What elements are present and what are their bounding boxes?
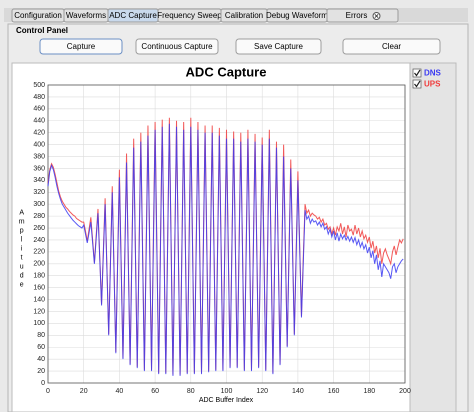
- legend-check[interactable]: [414, 69, 421, 77]
- y-tick-label: 180: [33, 273, 45, 280]
- y-axis-label: Amplitude: [18, 210, 25, 291]
- x-tick-label: 160: [328, 388, 340, 395]
- y-tick-label: 160: [33, 284, 45, 291]
- x-tick-label: 180: [363, 388, 375, 395]
- y-tick-label: 420: [33, 130, 45, 137]
- series-line: [47, 123, 404, 376]
- tab-label[interactable]: Errors: [346, 11, 368, 20]
- y-tick-label: 40: [37, 356, 45, 363]
- legend-label[interactable]: DNS: [424, 69, 442, 78]
- chart-title: ADC Capture: [186, 64, 267, 79]
- y-tick-label: 120: [33, 308, 45, 315]
- x-axis-label: ADC Buffer Index: [199, 397, 254, 404]
- x-tick-label: 100: [221, 388, 233, 395]
- plot-frame: [47, 84, 406, 384]
- tab-label[interactable]: Frequency Sweep: [157, 11, 222, 20]
- y-tick-label: 260: [33, 225, 45, 232]
- y-tick-label: 220: [33, 249, 45, 256]
- y-tick-label: 80: [37, 332, 45, 339]
- y-tick-label: 340: [33, 177, 45, 184]
- y-tick-label: 380: [33, 153, 45, 160]
- tab-label[interactable]: ADC Capture: [109, 11, 157, 20]
- y-tick-label: 0: [41, 380, 45, 387]
- legend-checkbox[interactable]: [412, 68, 422, 78]
- x-tick-label: 120: [256, 388, 268, 395]
- button[interactable]: [135, 38, 219, 55]
- button-label[interactable]: Capture: [67, 42, 96, 51]
- y-tick-label: 460: [33, 106, 45, 113]
- button[interactable]: [39, 38, 123, 55]
- x-tick-label: 40: [116, 388, 124, 395]
- button-label[interactable]: Clear: [382, 42, 401, 51]
- x-tick-label: 140: [292, 388, 304, 395]
- tab-label[interactable]: Waveforms: [66, 11, 106, 20]
- button-label[interactable]: Save Capture: [254, 42, 303, 51]
- y-tick-label: 440: [33, 118, 45, 125]
- legend-check[interactable]: [414, 80, 421, 88]
- tab-label[interactable]: Debug Waveform: [266, 11, 328, 20]
- tab-label[interactable]: Configuration: [14, 11, 62, 20]
- x-tick-label: 80: [187, 388, 195, 395]
- y-tick-label: 100: [33, 320, 45, 327]
- tab[interactable]: [326, 8, 399, 23]
- button[interactable]: [235, 38, 322, 55]
- y-tick-label: 480: [33, 94, 45, 101]
- y-tick-label: 400: [33, 141, 45, 148]
- x-tick-label: 200: [399, 388, 411, 395]
- button-label[interactable]: Continuous Capture: [141, 42, 213, 51]
- y-tick-label: 200: [33, 261, 45, 268]
- panel-title: Control Panel: [16, 26, 68, 35]
- tab-label[interactable]: Calibration: [225, 11, 263, 20]
- x-tick-label: 0: [46, 388, 50, 395]
- x-tick-label: 20: [80, 388, 88, 395]
- y-tick-label: 320: [33, 189, 45, 196]
- legend-panel: [409, 62, 457, 412]
- y-tick-label: 360: [33, 165, 45, 172]
- y-tick-label: 140: [33, 296, 45, 303]
- y-tick-label: 300: [33, 201, 45, 208]
- button[interactable]: [342, 38, 441, 55]
- y-tick-label: 500: [33, 82, 45, 89]
- y-tick-label: 280: [33, 213, 45, 220]
- legend-checkbox[interactable]: [412, 79, 422, 89]
- y-tick-label: 60: [37, 344, 45, 351]
- x-tick-label: 60: [151, 388, 159, 395]
- y-tick-label: 20: [37, 368, 45, 375]
- tab-close-x[interactable]: [374, 14, 379, 18]
- legend-label[interactable]: UPS: [424, 80, 441, 89]
- y-tick-label: 240: [33, 237, 45, 244]
